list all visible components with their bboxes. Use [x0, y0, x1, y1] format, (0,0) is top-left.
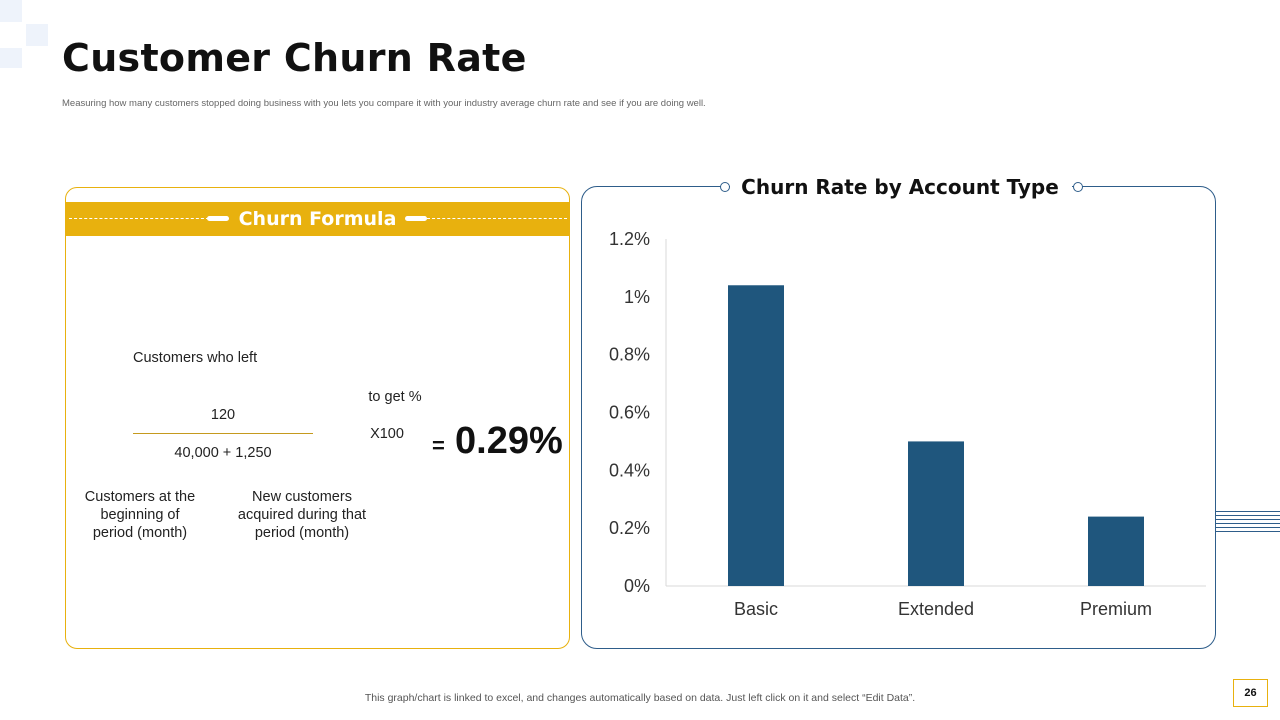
denominator-value: 40,000 + 1,250 [174, 445, 272, 461]
fraction-line [133, 433, 313, 435]
chart-title: Churn Rate by Account Type [741, 175, 1059, 199]
x-tick-label: Basic [734, 599, 778, 619]
footer-note: This graph/chart is linked to excel, and… [364, 692, 916, 704]
y-tick-label: 0.6% [609, 403, 650, 423]
title-right-dot [1073, 182, 1083, 192]
y-tick-label: 0.8% [609, 345, 650, 365]
y-tick-label: 0.2% [609, 518, 650, 538]
denominator-label-beginning: Customers at the beginning of period (mo… [84, 489, 196, 541]
y-tick-label: 0.4% [609, 460, 650, 480]
y-tick-label: 1% [624, 287, 650, 307]
x-tick-label: Premium [1080, 599, 1152, 619]
chart-title-background [730, 168, 1072, 206]
to-get-percent-label: to get % [368, 389, 422, 405]
y-tick-label: 1.2% [609, 229, 650, 249]
numerator-label: Customers who left [133, 350, 258, 366]
bar-extended [908, 441, 964, 586]
bar-chart[interactable]: 0% 0.2% 0.4% 0.6% 0.8% 1% 1.2% Basic Extended Pre… [581, 186, 1216, 649]
page-number: 26 [1233, 679, 1268, 707]
equals-sign: = [432, 433, 445, 458]
page-title: Customer Churn Rate [62, 36, 527, 80]
bar-premium [1088, 516, 1144, 586]
corner-decoration [0, 0, 50, 70]
x-tick-label: Extended [898, 599, 974, 619]
numerator-value: 120 [210, 407, 236, 423]
bar-basic [728, 285, 784, 586]
page-subtitle: Measuring how many customers stopped doi… [62, 98, 706, 109]
denominator-label-new: New customers acquired during that perio… [237, 489, 367, 541]
title-left-dot [720, 182, 730, 192]
churn-result: 0.29% [455, 420, 563, 462]
multiplier-label: X100 [370, 426, 404, 442]
formula-panel [65, 187, 570, 649]
y-tick-label: 0% [624, 576, 650, 596]
formula-header-title: Churn Formula [238, 208, 397, 230]
side-decoration-lines [1216, 511, 1280, 535]
formula-header: Churn Formula [65, 202, 570, 236]
